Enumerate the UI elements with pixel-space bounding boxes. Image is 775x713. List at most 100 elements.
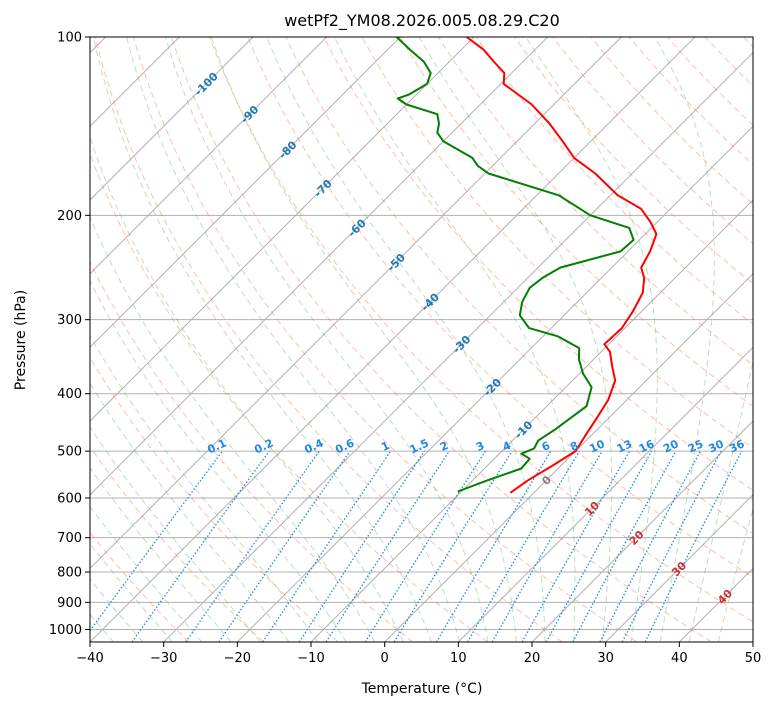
isotherm-line [237, 37, 775, 642]
moist-adiabat-line [655, 37, 715, 642]
dry-adiabat-line [210, 37, 775, 642]
dry-adiabat-line [95, 37, 562, 642]
x-axis-title: Temperature (°C) [361, 681, 483, 697]
mixing-ratio-label: 1.5 [408, 436, 431, 456]
isotherm-line [458, 37, 775, 642]
dry-adiabat-line [19, 37, 413, 642]
mixing-ratio-line [394, 451, 512, 642]
mixing-ratio-label: 36 [727, 437, 747, 455]
dry-adiabat-line [172, 37, 712, 642]
isotherm-label: -40 [419, 290, 442, 313]
dry-adiabat-line [438, 37, 775, 642]
moist-adiabat-line [526, 37, 658, 642]
moist-adiabat-line [64, 37, 403, 642]
y-tick-label: 1000 [49, 623, 82, 638]
mixing-ratio-label: 16 [637, 437, 657, 455]
isotherm-line [311, 37, 775, 642]
dry-adiabat-line [0, 37, 263, 642]
y-tick-label: 300 [57, 313, 82, 328]
isotherm-line [532, 37, 775, 642]
moist-adiabat-label: 40 [715, 587, 735, 607]
mixing-ratio-line [219, 451, 350, 642]
y-tick-label: 200 [57, 209, 82, 224]
y-tick-label: 100 [57, 31, 82, 46]
mixing-ratio-label: 2 [438, 439, 450, 454]
mixing-ratio-line [573, 451, 676, 642]
isotherm-line [16, 37, 621, 642]
x-tick-label: 50 [745, 651, 762, 666]
moist-adiabat-line [165, 37, 488, 642]
x-tick-label: 0 [381, 651, 389, 666]
mixing-ratio-label: 13 [615, 437, 634, 455]
y-tick-label: 800 [57, 566, 82, 581]
isotherm-label: -100 [192, 70, 221, 99]
mixing-ratio-label: 0.4 [302, 436, 325, 456]
dry-adiabat-line [667, 37, 775, 642]
moist-adiabat-line [689, 37, 775, 642]
x-tick-label: −30 [150, 651, 177, 666]
isotherm-line [753, 37, 775, 642]
isotherm-label: -20 [481, 376, 504, 399]
mixing-ratio-line [263, 451, 391, 642]
dry-adiabat-line [57, 37, 488, 642]
dry-adiabat-line [705, 37, 775, 642]
x-tick-label: −40 [76, 651, 103, 666]
y-tick-label: 400 [57, 387, 82, 402]
y-tick-label: 900 [57, 596, 82, 611]
moist-adiabat-label: 30 [669, 559, 689, 579]
x-tick-label: 20 [524, 651, 541, 666]
dry-adiabat-line [591, 37, 775, 642]
x-tick-label: −10 [297, 651, 324, 666]
isotherm-label: -70 [312, 177, 335, 200]
x-tick-label: −20 [224, 651, 251, 666]
moist-adiabat-line [39, 37, 375, 642]
dry-adiabat-line [477, 37, 775, 642]
isotherm-label: -50 [385, 251, 408, 274]
mixing-ratio-label: 30 [706, 437, 726, 455]
mixing-ratio-label: 0.2 [252, 436, 275, 456]
y-tick-label: 500 [57, 445, 82, 460]
y-tick-label: 600 [57, 492, 82, 507]
isotherm-line [0, 37, 474, 642]
mixing-ratio-line [299, 451, 424, 642]
mixing-ratio-label: 25 [686, 437, 705, 455]
isotherm-label: -10 [512, 418, 535, 441]
isotherm-label: -90 [238, 103, 261, 126]
moist-adiabat-line [0, 37, 231, 642]
mixing-ratio-line [82, 451, 223, 642]
mixing-ratio-label: 10 [587, 437, 607, 455]
x-tick-label: 30 [597, 651, 614, 666]
mixing-ratio-line [645, 451, 742, 642]
y-axis-title: Pressure (hPa) [13, 290, 29, 390]
moist-adiabat-line [419, 37, 612, 642]
x-tick-label: 10 [450, 651, 467, 666]
background-lines [0, 37, 775, 642]
axes: −40 −30 −20 −10 0 10 20 30 40 50 100 200 300 400 500 60… [49, 31, 761, 667]
isotherm-line [679, 37, 775, 642]
isotherm-line [385, 37, 775, 642]
mixing-ratio-line [326, 451, 449, 642]
x-tick-label: 40 [671, 651, 688, 666]
moist-adiabat-line [0, 37, 318, 642]
isotherm-line [606, 37, 775, 642]
mixing-ratio-line [600, 451, 701, 642]
moist-adiabat-line [93, 37, 431, 642]
isotherm-line [0, 37, 253, 642]
moist-adiabat-line [0, 37, 260, 642]
mixing-ratio-label: 20 [661, 437, 681, 455]
isotherm-line [0, 37, 400, 642]
isotherm-label: -60 [346, 216, 369, 239]
isotherm-label: -80 [276, 138, 299, 161]
isotherm-line [0, 37, 327, 642]
dry-adiabat-line [744, 37, 775, 642]
moist-adiabat-line [718, 37, 775, 642]
moist-adiabat-line [127, 37, 460, 642]
mixing-ratio-line [132, 451, 269, 642]
y-tick-label: 700 [57, 531, 82, 546]
dewpoint-profile-line [397, 37, 634, 492]
isotherm-line [90, 37, 695, 642]
dry-adiabat-line [0, 37, 338, 642]
